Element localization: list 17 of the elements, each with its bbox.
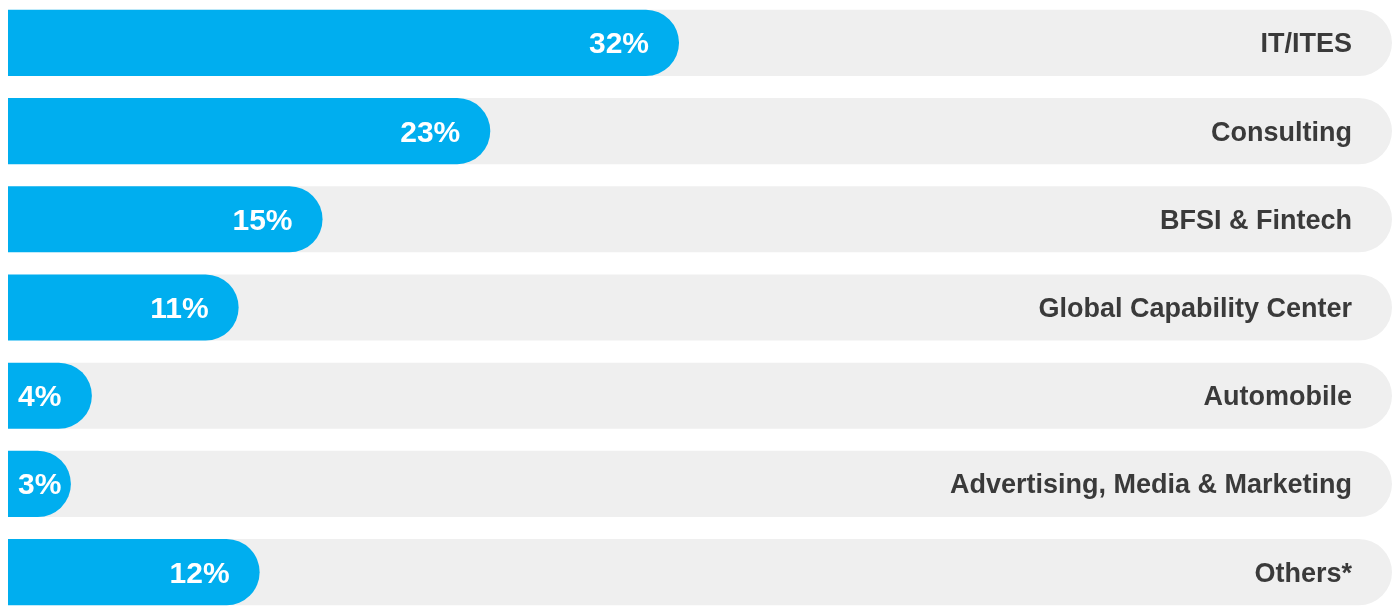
bar: [8, 274, 239, 341]
data-label: 15%: [232, 202, 293, 236]
data-label: 11%: [150, 291, 209, 324]
y-tick-label: IT/ITES: [1260, 28, 1352, 59]
y-tick-label: Others*: [1254, 557, 1353, 588]
data-label: 12%: [169, 555, 230, 589]
y-tick-label: Advertising, Media & Marketing: [949, 469, 1352, 500]
data-label: 4%: [18, 379, 62, 413]
bar: [8, 186, 323, 253]
data-label: 23%: [400, 114, 461, 148]
y-tick-label: BFSI & Fintech: [1159, 204, 1352, 235]
bar: [8, 539, 260, 606]
data-label: 32%: [588, 26, 650, 60]
y-tick-label: Global Capability Center: [1038, 292, 1353, 323]
y-tick-label: Consulting: [1211, 116, 1352, 147]
data-label: 3%: [18, 467, 62, 501]
y-tick-label: Automobile: [1203, 381, 1352, 412]
